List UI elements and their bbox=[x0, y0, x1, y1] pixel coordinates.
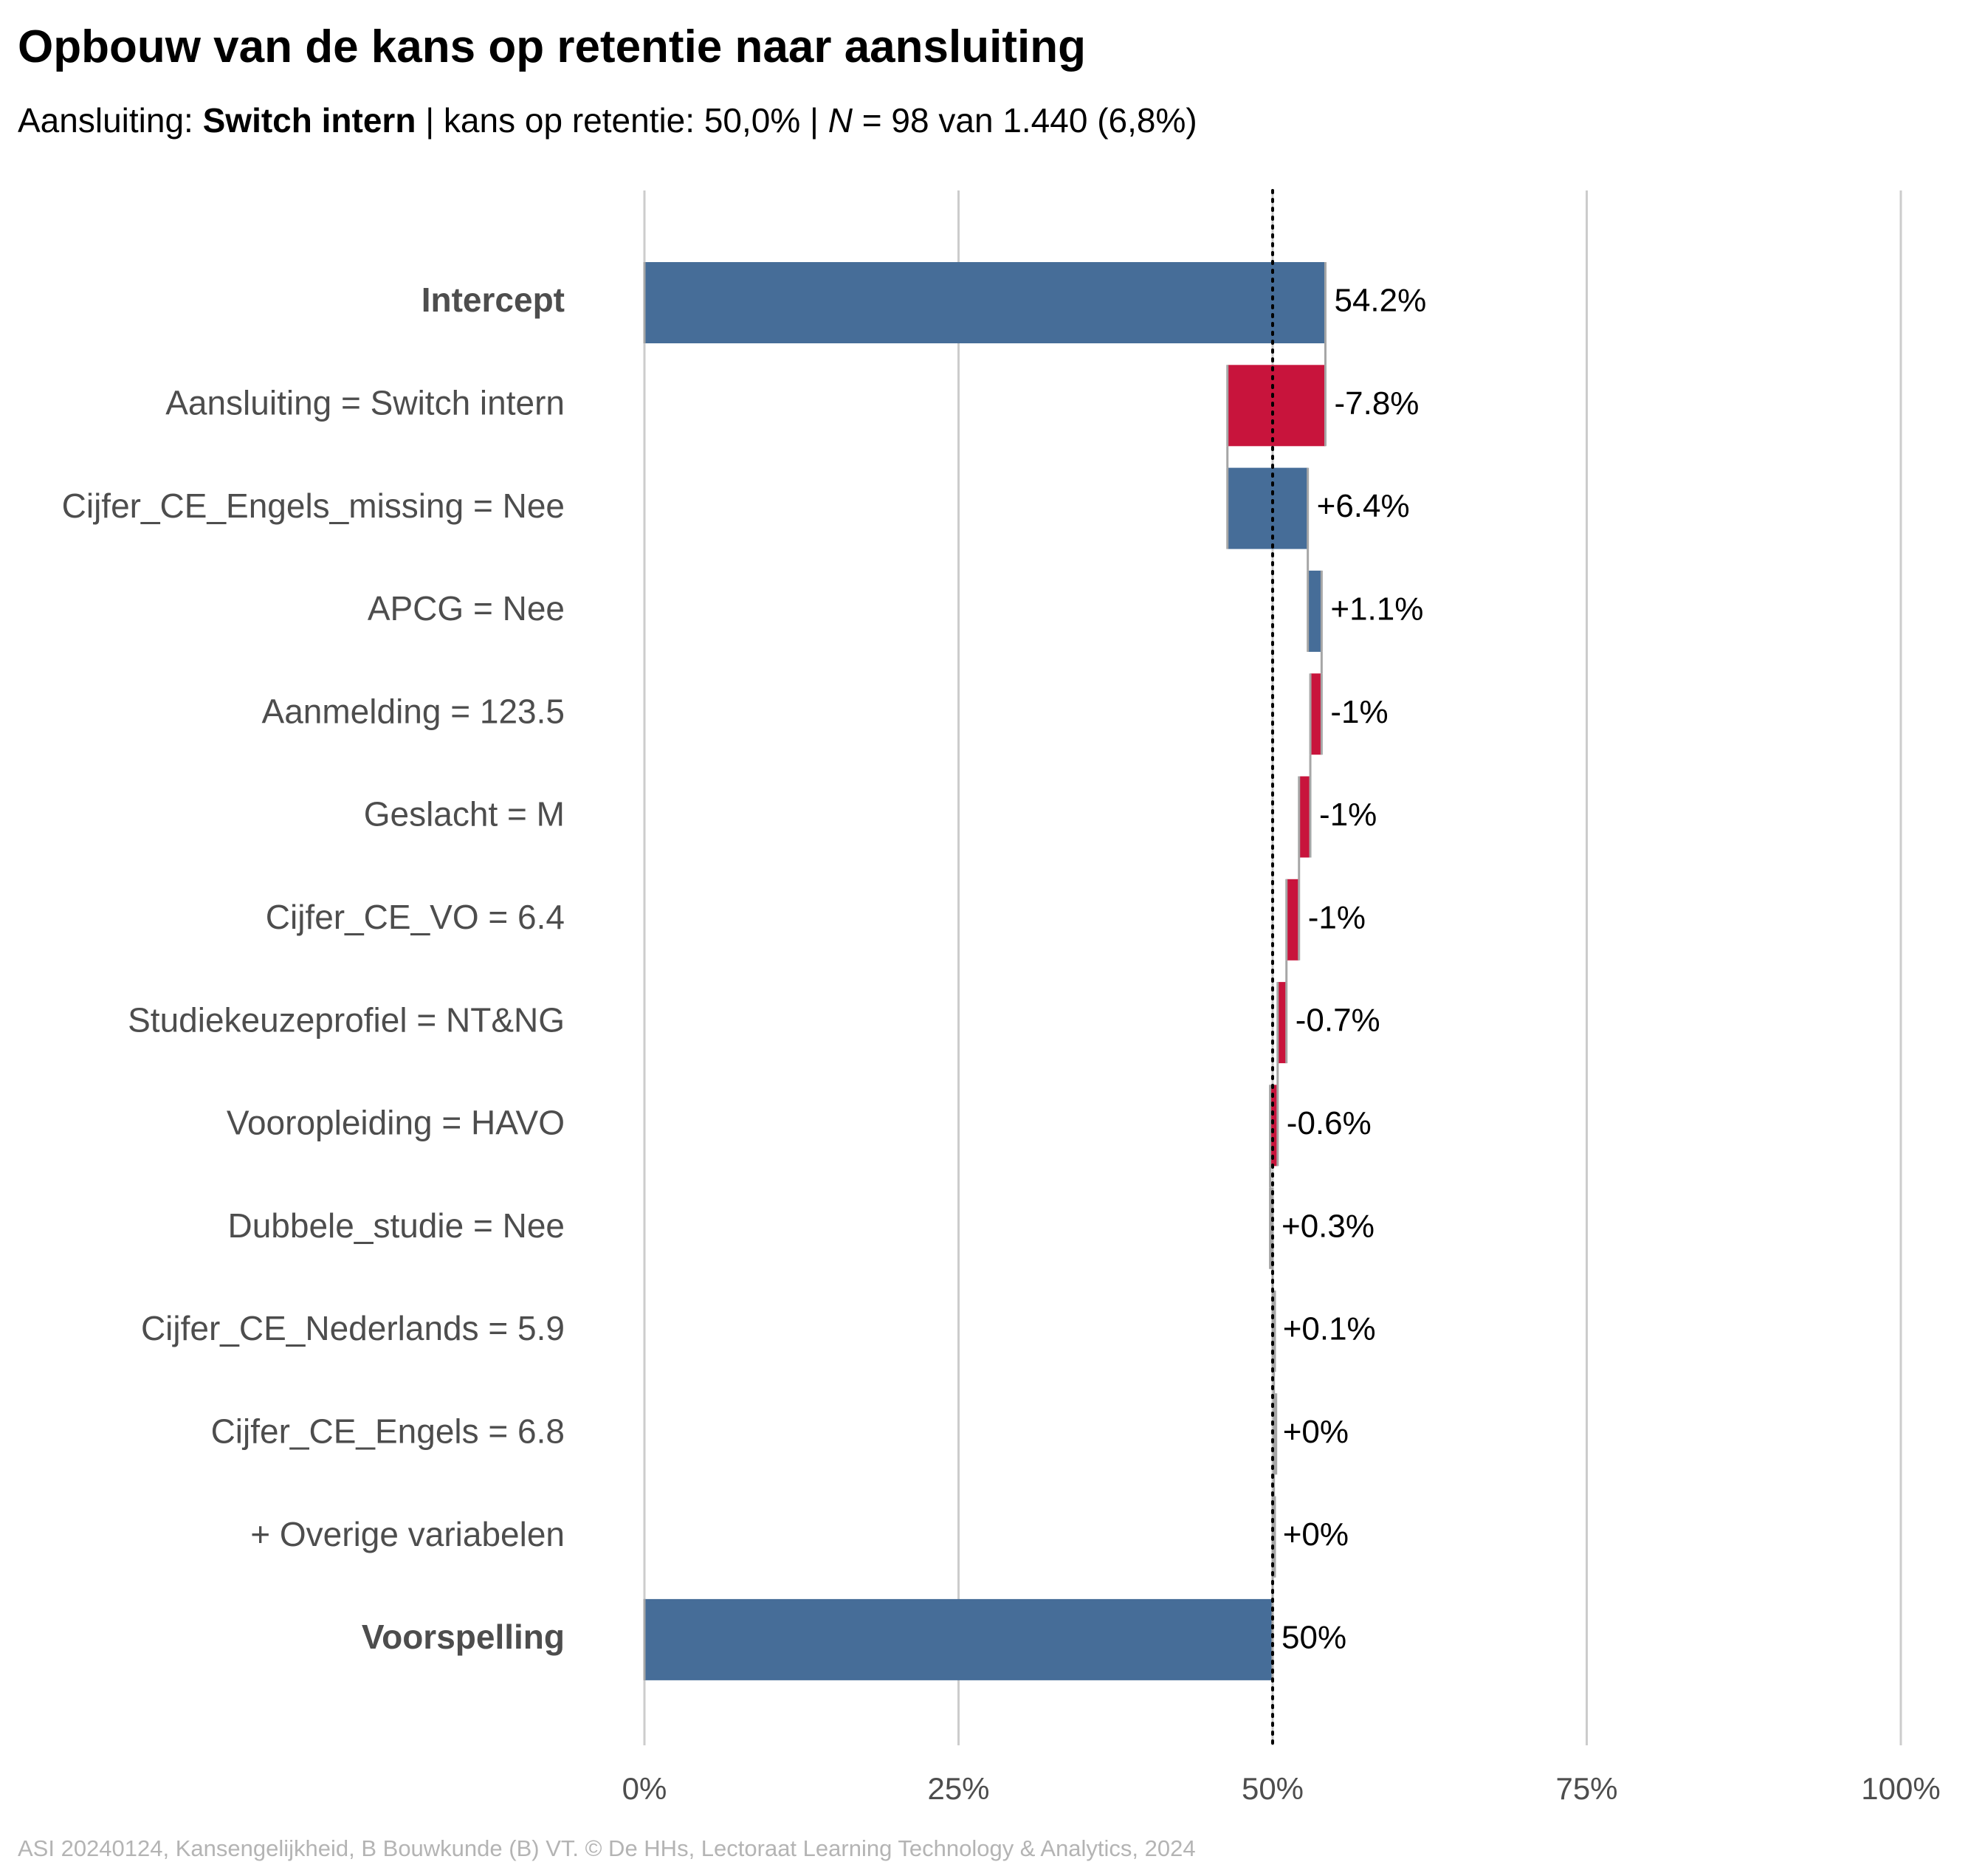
row-label: Cijfer_CE_Engels_missing = Nee bbox=[62, 487, 565, 525]
value-label: +6.4% bbox=[1317, 488, 1410, 524]
row-labels: Intercept Aansluiting = Switch intern Cijf… bbox=[62, 281, 565, 1656]
bar bbox=[1227, 365, 1326, 447]
row-label: Dubbele_studie = Nee bbox=[228, 1206, 565, 1245]
x-tick-label: 75% bbox=[1555, 1771, 1617, 1806]
chart-subtitle: Aansluiting: Switch intern | kans op ret… bbox=[18, 100, 1197, 140]
subtitle-mid: | kans op retentie: 50,0% | bbox=[416, 101, 828, 140]
x-axis-ticks: 0% 25% 50% 75% 100% bbox=[622, 1771, 1941, 1806]
bars bbox=[643, 262, 1327, 1680]
subtitle-suffix: = 98 van 1.440 (6,8%) bbox=[853, 101, 1197, 140]
row-label: Aansluiting = Switch intern bbox=[165, 383, 565, 422]
row-label: + Overige variabelen bbox=[250, 1515, 565, 1553]
x-tick-label: 25% bbox=[927, 1771, 989, 1806]
bar bbox=[644, 262, 1326, 343]
value-labels: 54.2% -7.8% +6.4% +1.1% -1% -1% -1% -0.7% -0.6% +… bbox=[1281, 283, 1426, 1656]
value-label: 50% bbox=[1281, 1620, 1346, 1656]
row-label: Cijfer_CE_Nederlands = 5.9 bbox=[141, 1309, 565, 1347]
chart-title: Opbouw van de kans op retentie naar aans… bbox=[18, 21, 1086, 72]
bar bbox=[1286, 879, 1299, 961]
row-label: Aanmelding = 123.5 bbox=[262, 692, 565, 730]
value-label: 54.2% bbox=[1334, 283, 1426, 319]
value-label: -1% bbox=[1308, 899, 1366, 935]
row-label: Vooropleiding = HAVO bbox=[227, 1104, 565, 1142]
value-label: -1% bbox=[1330, 694, 1388, 730]
subtitle-aansluiting: Switch intern bbox=[202, 101, 416, 140]
row-label: Cijfer_CE_Engels = 6.8 bbox=[211, 1412, 565, 1450]
row-label: APCG = Nee bbox=[368, 589, 565, 628]
x-tick-label: 100% bbox=[1861, 1771, 1940, 1806]
value-label: -7.8% bbox=[1334, 385, 1419, 422]
row-label: Intercept bbox=[422, 281, 565, 319]
bar bbox=[1307, 570, 1322, 652]
row-label: Voorspelling bbox=[362, 1618, 565, 1656]
row-label: Geslacht = M bbox=[364, 795, 565, 834]
bar bbox=[644, 1598, 1273, 1680]
value-label: -0.6% bbox=[1287, 1105, 1372, 1141]
value-label: +0.3% bbox=[1281, 1208, 1374, 1244]
caption: ASI 20240124, Kansengelijkheid, B Bouwku… bbox=[18, 1835, 1196, 1861]
value-label: +0% bbox=[1283, 1414, 1349, 1450]
x-tick-label: 0% bbox=[622, 1771, 667, 1806]
value-label: -1% bbox=[1319, 797, 1377, 833]
row-label: Cijfer_CE_VO = 6.4 bbox=[266, 898, 565, 936]
subtitle-n-symbol: N bbox=[828, 101, 853, 140]
bar bbox=[1277, 982, 1287, 1064]
x-tick-label: 50% bbox=[1242, 1771, 1304, 1806]
bar bbox=[1298, 776, 1311, 858]
value-label: +0.1% bbox=[1283, 1311, 1376, 1347]
bar bbox=[1310, 673, 1322, 755]
value-label: -0.7% bbox=[1296, 1003, 1380, 1039]
bar bbox=[1227, 467, 1308, 549]
value-label: +0% bbox=[1283, 1516, 1349, 1553]
value-label: +1.1% bbox=[1330, 591, 1423, 628]
row-label: Studiekeuzeprofiel = NT&NG bbox=[128, 1000, 565, 1039]
subtitle-prefix: Aansluiting: bbox=[18, 101, 203, 140]
bar bbox=[1270, 1085, 1278, 1167]
